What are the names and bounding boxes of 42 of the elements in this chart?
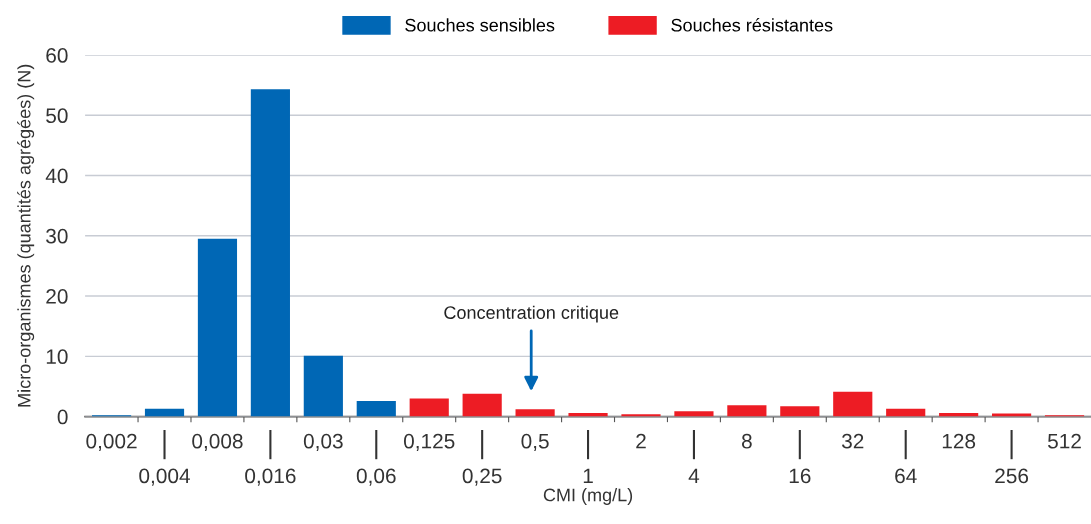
x-tick-label: 0,002	[86, 433, 137, 452]
y-tick-label: 50	[46, 108, 68, 124]
bar	[356, 400, 396, 417]
x-tick-label: 64	[895, 468, 917, 484]
x-tick-label: 1	[583, 468, 593, 484]
bar	[462, 393, 502, 417]
bar	[833, 391, 873, 417]
legend-label: Souches sensibles	[405, 18, 555, 32]
x-tick-label: 512	[1047, 433, 1081, 449]
x-tick-label: 16	[789, 468, 811, 484]
y-tick-label: 60	[46, 48, 68, 63]
x-tick-label: 256	[995, 468, 1029, 484]
x-tick-label: 4	[688, 468, 700, 484]
x-tick-label: 0,125	[403, 433, 455, 452]
bar	[409, 398, 449, 417]
x-tick-label: 0,016	[245, 468, 296, 486]
bar	[250, 89, 290, 417]
x-tick-label: 32	[841, 433, 864, 449]
x-tick-label: 128	[942, 433, 976, 449]
bar	[727, 405, 767, 417]
bar	[303, 355, 343, 417]
y-tick-label: 0	[57, 409, 68, 425]
x-tick-label: 0,06	[356, 468, 396, 486]
y-axis-title: Micro-organismes (quantités agrégées) (N)	[17, 64, 35, 407]
y-tick-label: 40	[45, 168, 68, 184]
bar	[197, 238, 238, 417]
x-tick-label: 0,03	[303, 433, 343, 452]
bar	[780, 406, 820, 417]
x-tick-label: 0,008	[192, 433, 243, 452]
y-tick-label: 30	[46, 228, 68, 244]
x-tick-label: 8	[741, 433, 752, 449]
x-tick-label: 0,5	[521, 433, 549, 452]
x-tick-label: 0,004	[139, 468, 190, 486]
annotation: Concentration critique	[444, 305, 619, 323]
bar	[515, 409, 555, 417]
y-tick-label: 20	[46, 289, 68, 304]
legend-label: Souches résistantes	[671, 18, 833, 32]
bar	[674, 411, 714, 417]
x-axis-title: CMI (mg/L)	[543, 488, 633, 505]
x-tick-label: 0,25	[462, 468, 502, 486]
x-tick-label: 2	[636, 433, 646, 449]
y-tick-label: 10	[46, 349, 68, 365]
